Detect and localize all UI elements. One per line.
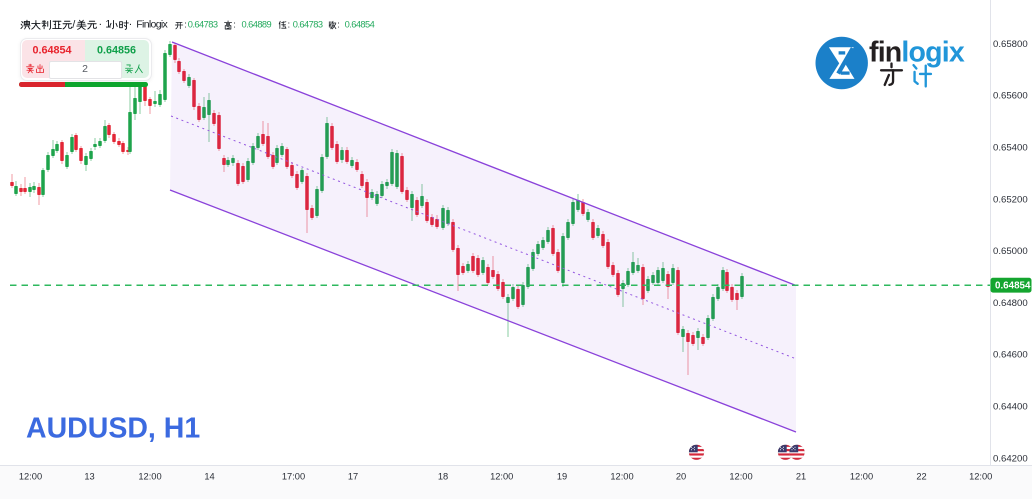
svg-text:0.65200: 0.65200: [993, 194, 1028, 205]
svg-text:·: ·: [129, 19, 133, 31]
svg-text:Finlogix: Finlogix: [136, 19, 168, 31]
svg-text:0.64854: 0.64854: [32, 45, 71, 57]
svg-text:0.64783: 0.64783: [188, 19, 218, 29]
svg-text:17:00: 17:00: [282, 472, 305, 482]
svg-text:12:00: 12:00: [138, 472, 161, 482]
svg-text:0.64854: 0.64854: [995, 280, 1031, 291]
svg-text:14: 14: [204, 472, 214, 482]
svg-text:0.64200: 0.64200: [993, 453, 1028, 464]
svg-text:· 1: · 1: [99, 19, 112, 31]
svg-text:12:00: 12:00: [19, 472, 42, 482]
svg-text:19: 19: [557, 472, 567, 482]
svg-text:/: /: [72, 19, 76, 31]
svg-text:0.64600: 0.64600: [993, 350, 1028, 361]
svg-text:12:00: 12:00: [969, 472, 992, 482]
svg-text:12:00: 12:00: [490, 472, 513, 482]
svg-text:12:00: 12:00: [729, 472, 752, 482]
svg-text:20: 20: [676, 472, 686, 482]
svg-text:0.64400: 0.64400: [993, 402, 1028, 413]
svg-text:17: 17: [348, 472, 358, 482]
svg-text:0.65800: 0.65800: [993, 39, 1028, 50]
svg-text:finlogix: finlogix: [869, 37, 965, 69]
svg-text:0.64783: 0.64783: [293, 19, 323, 29]
svg-text:12:00: 12:00: [850, 472, 873, 482]
svg-text:18: 18: [438, 472, 448, 482]
svg-text:0.64854: 0.64854: [345, 19, 375, 29]
svg-text:13: 13: [84, 472, 94, 482]
svg-text:0.65600: 0.65600: [993, 91, 1028, 102]
svg-text:12:00: 12:00: [610, 472, 633, 482]
svg-text:0.65000: 0.65000: [993, 246, 1028, 257]
svg-text:AUDUSD, H1: AUDUSD, H1: [26, 413, 200, 445]
svg-text:0.64800: 0.64800: [993, 298, 1028, 309]
svg-text:0.64889: 0.64889: [242, 19, 272, 29]
svg-text::: :: [233, 19, 236, 30]
svg-text:22: 22: [916, 472, 926, 482]
svg-text::: :: [184, 19, 187, 30]
svg-text:21: 21: [796, 472, 806, 482]
svg-text:0.64856: 0.64856: [97, 45, 136, 57]
svg-text:0.65400: 0.65400: [993, 143, 1028, 154]
svg-text::: :: [288, 19, 291, 30]
svg-text::: :: [337, 19, 340, 30]
